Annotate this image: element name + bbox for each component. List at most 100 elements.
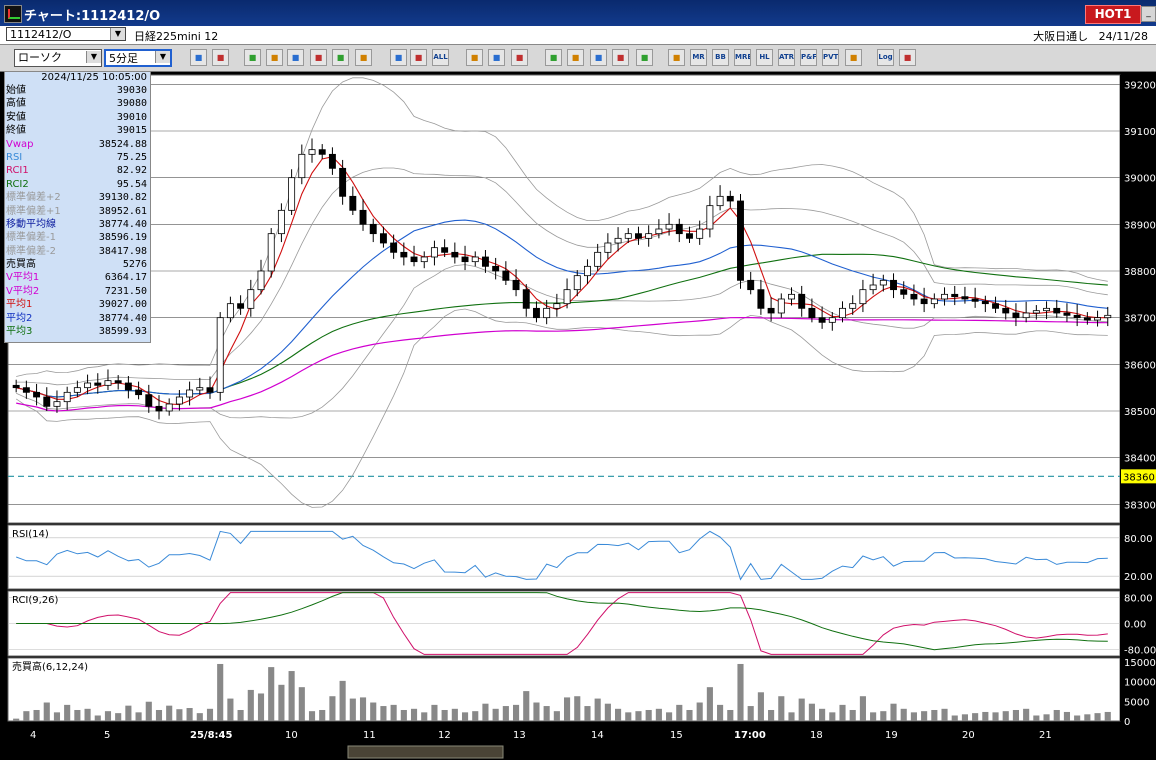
volume-bar — [512, 704, 520, 721]
candle — [400, 251, 408, 258]
data-row-label: 安値 — [6, 111, 26, 123]
data-row-label: 標準偏差-2 — [6, 245, 56, 257]
data-row: 売買高 5276 — [5, 258, 150, 271]
chevron-down-icon[interactable]: ▼ — [155, 51, 170, 63]
candle — [43, 396, 51, 407]
chart-area[interactable]: 39200 39100 39000 38900 38800 38700 38600 38500… — [0, 71, 1156, 760]
volume-bar — [1074, 715, 1081, 721]
data-row-label: Vwap — [6, 138, 34, 150]
time-axis-label: 15 — [670, 730, 683, 741]
volume-bar — [910, 712, 917, 721]
redo-icon[interactable]: ■ — [310, 49, 327, 66]
volume-bar — [278, 684, 285, 721]
data-row-label: RCI1 — [6, 165, 29, 177]
volume-bar — [645, 709, 652, 721]
candle — [420, 256, 428, 263]
volume-bar — [13, 718, 20, 721]
chart-app-icon — [4, 5, 22, 23]
window-icon[interactable]: ■ — [845, 49, 862, 66]
save-icon[interactable]: ■ — [545, 49, 562, 66]
volume-bar — [819, 708, 826, 721]
time-axis-label: 5 — [104, 730, 110, 741]
pen-icon[interactable]: ■ — [266, 49, 283, 66]
search-icon[interactable]: ■ — [190, 49, 207, 66]
candle — [318, 149, 326, 155]
candle — [461, 256, 469, 263]
log-icon[interactable]: Log — [877, 49, 894, 66]
price-tick-label: 39100 — [1124, 127, 1156, 138]
settings-icon[interactable]: ■ — [466, 49, 483, 66]
volume-bar — [186, 708, 193, 721]
candle — [155, 405, 163, 412]
all-icon[interactable]: ALL — [432, 49, 449, 66]
volume-bar — [1084, 714, 1091, 721]
volume-bar — [380, 706, 387, 721]
datetime-label: 2024/11/25 10:05:00 — [41, 72, 147, 83]
grid-icon[interactable]: ■ — [668, 49, 685, 66]
volume-bar — [359, 697, 367, 721]
band-upper-1 — [16, 167, 1108, 386]
candle — [706, 205, 714, 230]
data-row-value: 39015 — [116, 125, 147, 137]
draw-icon[interactable]: ■ — [244, 49, 261, 66]
volume-bar — [951, 715, 958, 721]
palette-icon[interactable]: ■ — [511, 49, 528, 66]
candle — [349, 195, 357, 211]
chart-icon[interactable]: ■ — [590, 49, 607, 66]
symbol-value: 1112412/O — [10, 28, 72, 41]
cursor-icon[interactable]: ■ — [287, 49, 304, 66]
candle — [124, 382, 132, 391]
symbol-field[interactable]: 1112412/O ▼ — [6, 27, 126, 41]
candle — [104, 380, 112, 386]
price-tick-label: 38500 — [1124, 407, 1156, 418]
volume-bar — [921, 711, 928, 721]
split-icon[interactable]: ■ — [612, 49, 629, 66]
candle-icon[interactable]: ■ — [390, 49, 407, 66]
hot-button[interactable]: HOT1 — [1085, 5, 1141, 24]
data-row: 平均3 38599.93 — [5, 325, 150, 338]
volume-bar — [84, 708, 91, 721]
export-icon[interactable]: ■ — [899, 49, 916, 66]
hl-icon[interactable]: HL — [756, 49, 773, 66]
volume-bar — [23, 711, 30, 721]
wand-icon[interactable]: ■ — [488, 49, 505, 66]
minimize-icon[interactable]: _ — [1141, 6, 1156, 22]
candle — [1053, 307, 1061, 314]
data-row: 標準偏差-2 38417.98 — [5, 245, 150, 258]
scrollbar-thumb[interactable] — [347, 745, 504, 759]
rci-tick-label: -80.00 — [1124, 646, 1156, 657]
candle — [849, 303, 857, 309]
candle — [186, 389, 194, 398]
pnf-icon[interactable]: P&F — [800, 49, 817, 66]
blank-icon[interactable]: ■ — [636, 49, 653, 66]
zoom-icon[interactable]: ■ — [567, 49, 584, 66]
mre-icon[interactable]: MRE — [734, 49, 751, 66]
volume-bar — [370, 702, 377, 721]
chevron-down-icon[interactable]: ▼ — [86, 51, 101, 63]
price-tick-label: 38400 — [1124, 454, 1156, 465]
trash-icon[interactable]: ■ — [355, 49, 372, 66]
data-row-value: 38952.61 — [98, 205, 147, 217]
bar-icon[interactable]: ■ — [410, 49, 427, 66]
candle — [818, 317, 826, 323]
mr-icon[interactable]: MR — [690, 49, 707, 66]
data-row-label: 平均2 — [6, 312, 33, 324]
volume-bar — [676, 704, 683, 721]
chart-type-value: ローソク — [18, 51, 62, 64]
volume-bar — [757, 692, 764, 721]
volume-bar — [74, 709, 81, 721]
chart-type-select[interactable]: ローソク ▼ — [14, 49, 102, 67]
data-row: V平均2 7231.50 — [5, 285, 150, 298]
data-row-value: 38774.40 — [98, 312, 147, 324]
volume-bar — [553, 711, 560, 721]
volume-bar — [451, 708, 458, 721]
atr-icon[interactable]: ATR — [778, 49, 795, 66]
list-icon[interactable]: ■ — [332, 49, 349, 66]
crosshair-icon[interactable]: ■ — [212, 49, 229, 66]
bb-icon[interactable]: BB — [712, 49, 729, 66]
candle — [492, 265, 500, 272]
pvt-icon[interactable]: PVT — [822, 49, 839, 66]
interval-select[interactable]: 5分足 ▼ — [104, 49, 172, 67]
candle — [73, 387, 81, 393]
chevron-down-icon[interactable]: ▼ — [110, 28, 125, 40]
